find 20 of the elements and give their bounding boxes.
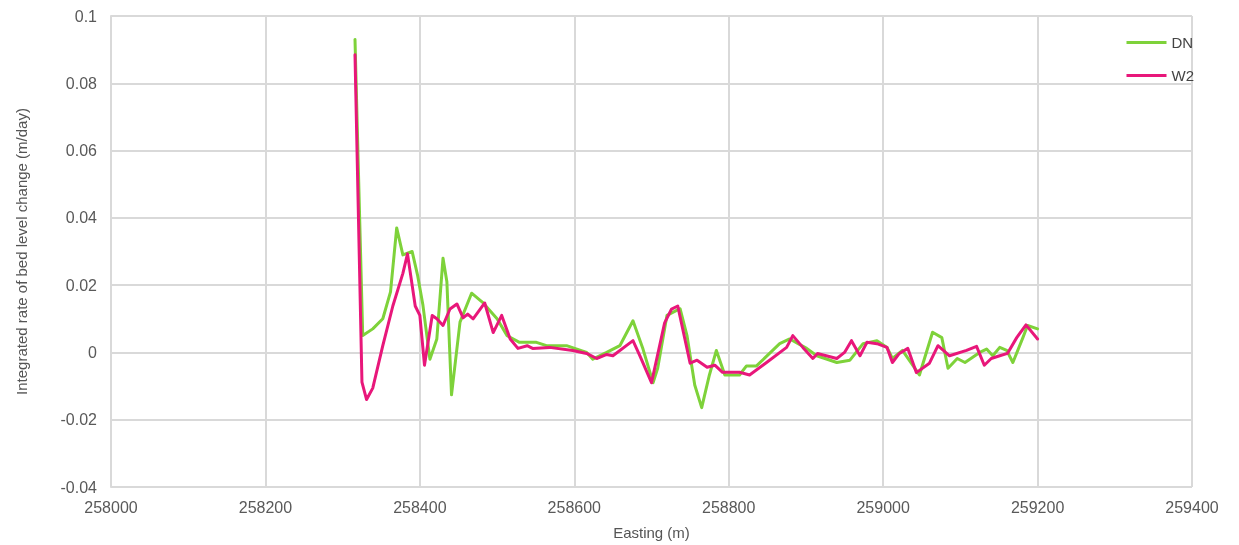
y-tick-label: 0.06 <box>65 142 98 160</box>
y-tick-label: 0.02 <box>65 276 98 294</box>
x-tick-label: 258800 <box>702 498 756 516</box>
legend-label: DN <box>1171 34 1194 51</box>
x-tick-label: 259000 <box>856 498 910 516</box>
y-tick-label: -0.04 <box>60 478 98 496</box>
x-tick-label: 258600 <box>547 498 602 516</box>
y-tick-label: 0 <box>88 343 98 361</box>
y-axis-title: Integrated rate of bed level change (m/day) <box>13 108 30 395</box>
x-tick-label: 258400 <box>393 498 447 516</box>
x-tick-label: 258200 <box>238 498 293 516</box>
x-tick-label: 258000 <box>84 498 138 516</box>
y-tick-label: 0.1 <box>74 7 98 25</box>
y-tick-label: 0.04 <box>65 209 98 227</box>
x-axis-title: Easting (m) <box>613 524 690 541</box>
x-tick-label: 259200 <box>1010 498 1065 516</box>
x-tick-label: 259400 <box>1165 498 1219 516</box>
y-tick-label: 0.08 <box>65 74 98 92</box>
y-tick-label: -0.02 <box>60 411 98 429</box>
legend-label: W2 <box>1171 67 1194 84</box>
